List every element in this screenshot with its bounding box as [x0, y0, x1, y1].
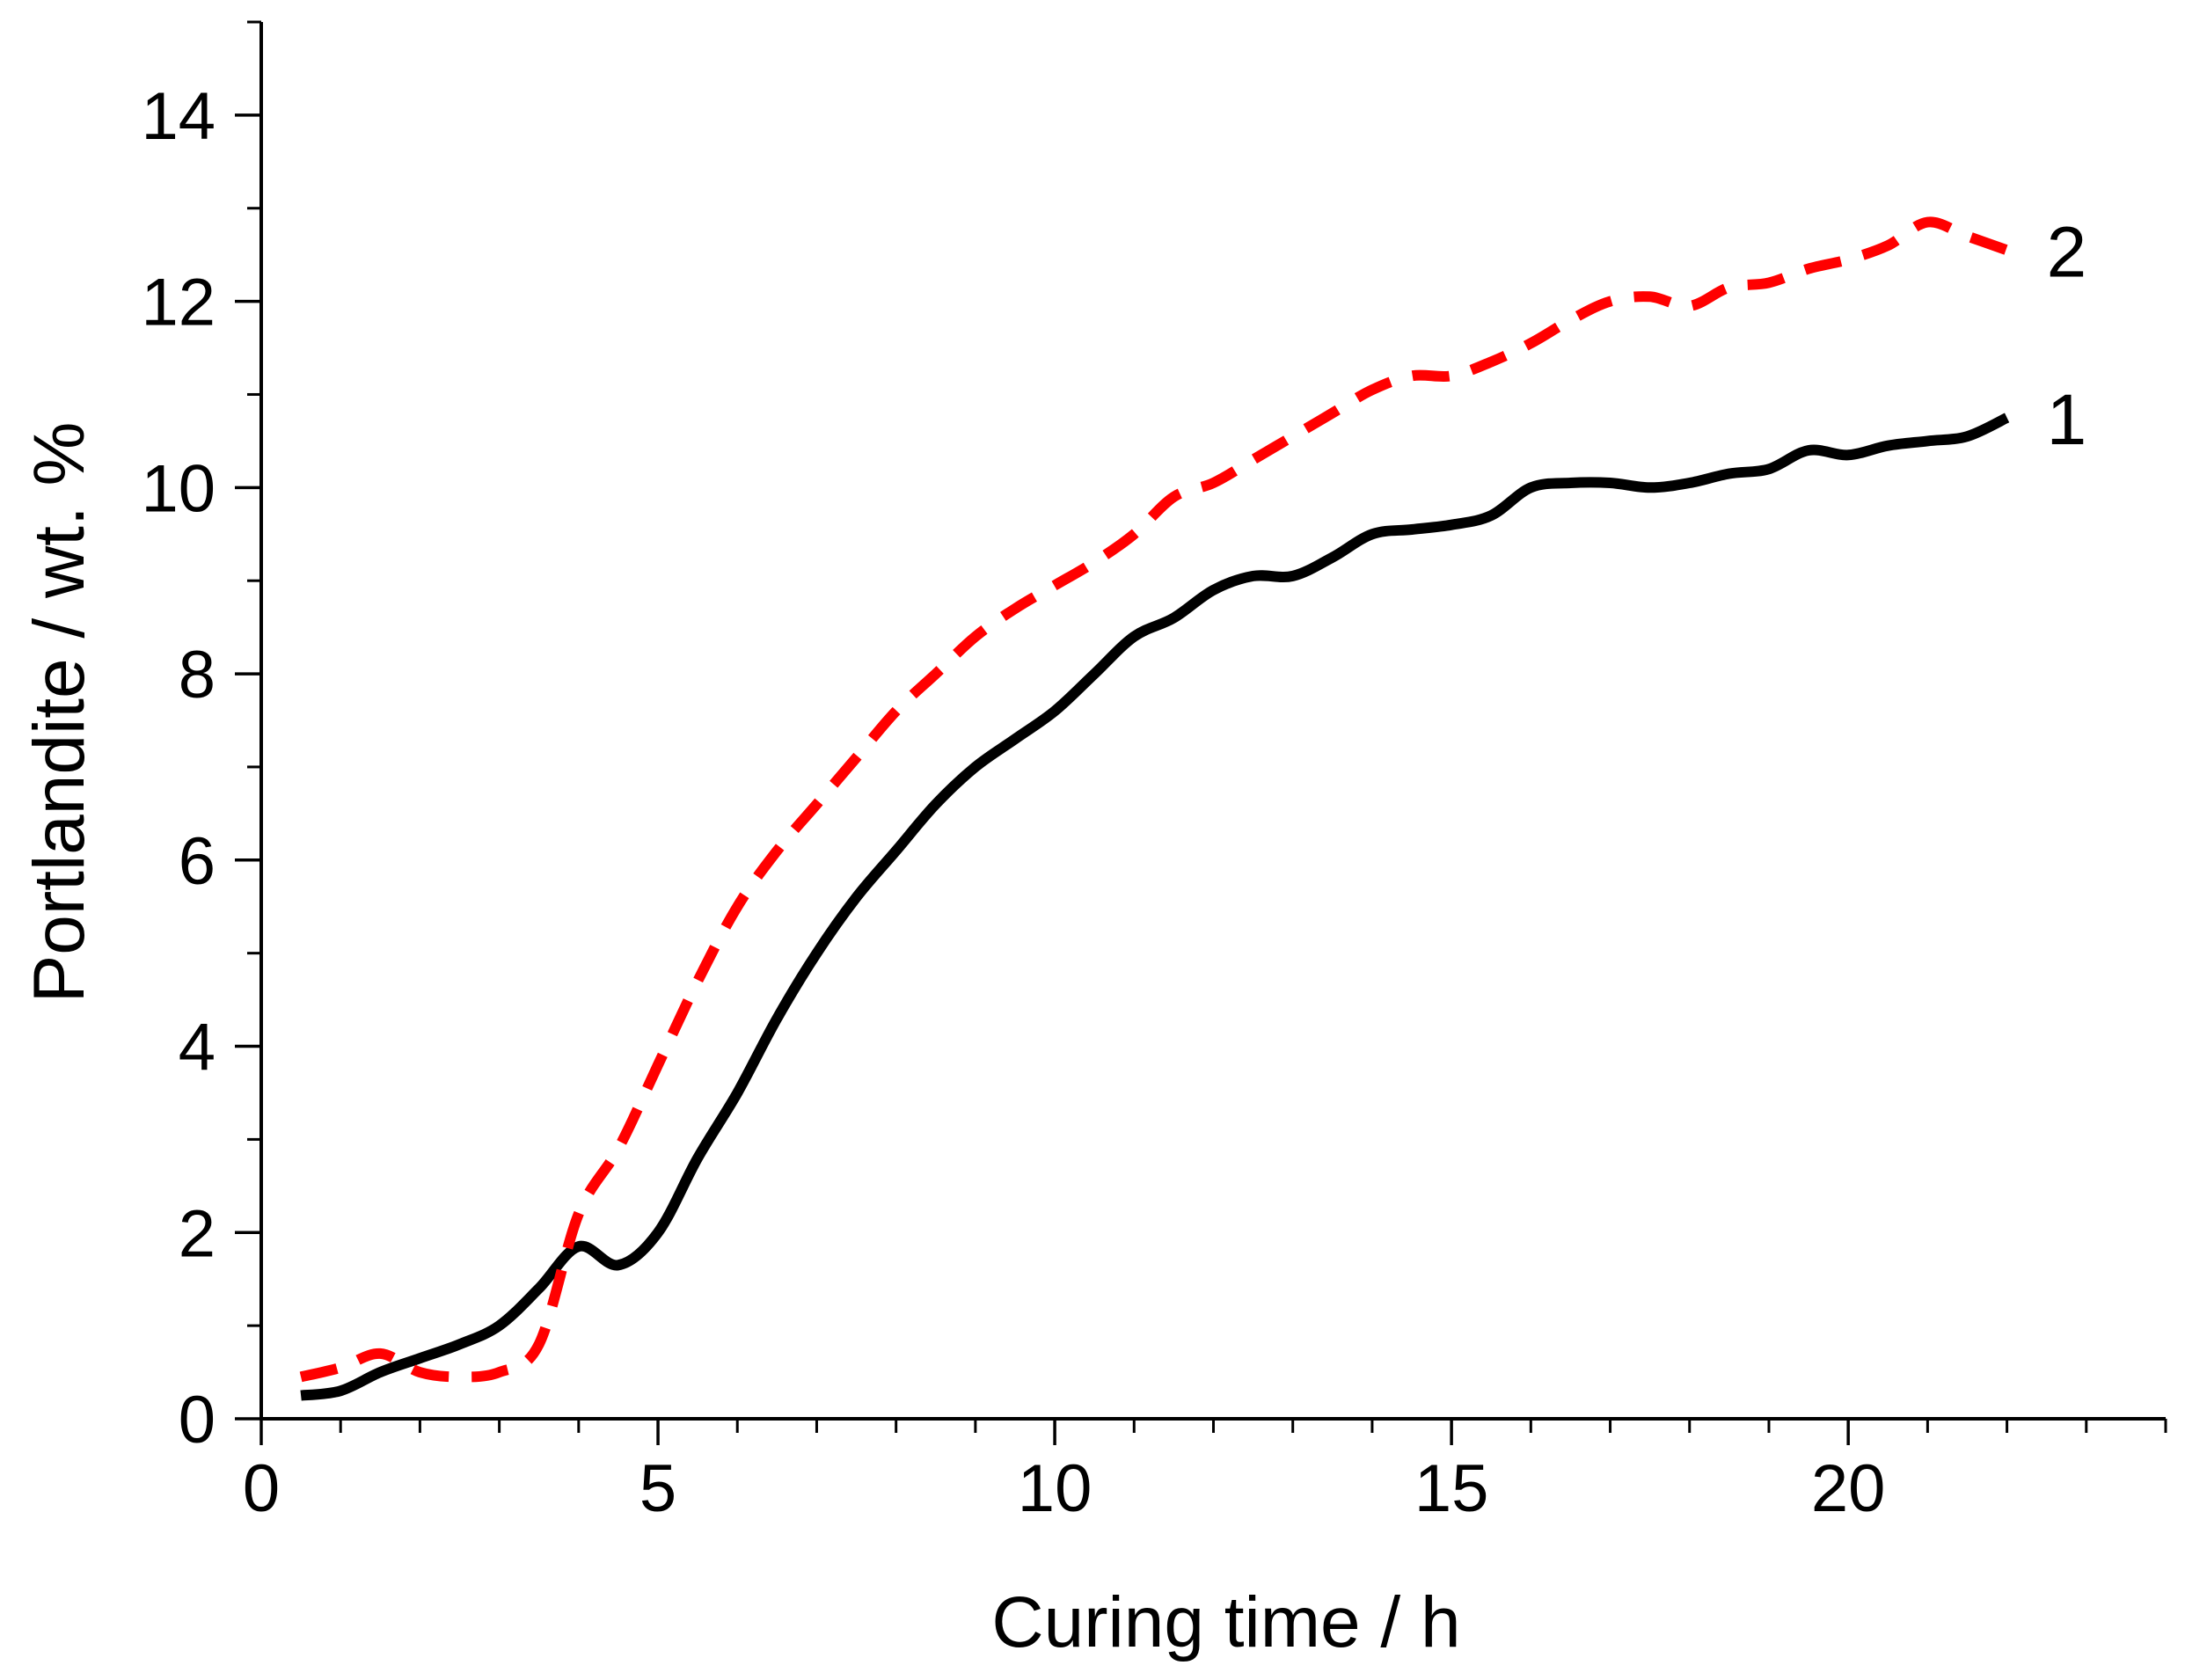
series-1-line	[300, 413, 2010, 1401]
series-1-label: 1	[2047, 380, 2087, 460]
series-2-line	[299, 216, 2009, 1383]
tick-labels: 0 5 10 15 20 0 2 4 6 8 10 12 14	[141, 79, 1885, 1526]
y-tick-label: 2	[179, 1196, 216, 1271]
x-axis-title: Curing time / h	[991, 1582, 1460, 1662]
y-tick-label: 14	[141, 79, 216, 154]
y-tick-label: 8	[179, 638, 216, 712]
series-layer	[299, 216, 2010, 1401]
x-tick-label: 10	[1018, 1451, 1092, 1526]
x-tick-label: 5	[639, 1451, 676, 1526]
y-tick-label: 4	[179, 1011, 216, 1085]
y-tick-label: 0	[179, 1383, 216, 1457]
y-tick-label: 6	[179, 824, 216, 899]
x-tick-label: 20	[1811, 1451, 1886, 1526]
y-tick-label: 12	[141, 266, 216, 340]
series-2-label: 2	[2047, 212, 2087, 292]
axis-ticks	[235, 20, 2167, 1445]
x-tick-label: 15	[1414, 1451, 1489, 1526]
y-axis-title: Portlandite / wt. %	[19, 422, 99, 1004]
series-labels: 12	[2047, 212, 2087, 460]
y-tick-label: 10	[141, 451, 216, 526]
x-tick-label: 0	[243, 1451, 280, 1526]
axes	[259, 22, 2166, 1421]
